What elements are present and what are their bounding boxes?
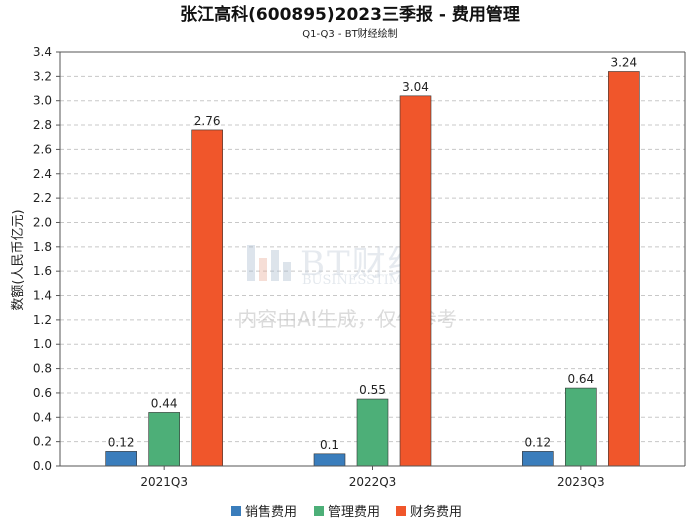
y-tick-label: 2.2 — [33, 191, 52, 205]
bar-1-2021Q3 — [105, 451, 137, 467]
bar-1-2022Q3 — [313, 453, 346, 467]
y-tick-label: 2.0 — [33, 215, 52, 229]
bar-2-2023Q3 — [565, 387, 597, 467]
y-tick-label: 3.4 — [33, 45, 52, 59]
legend: 销售费用 管理费用 财务费用 — [231, 504, 462, 520]
legend-label: 财务费用 — [410, 504, 462, 520]
data-label: 0.12 — [108, 435, 135, 449]
y-tick-label: 1.8 — [33, 240, 52, 254]
legend-swatch — [314, 506, 324, 516]
y-tick-label: 1.6 — [33, 264, 52, 278]
x-tick-label: 2022Q3 — [349, 475, 397, 489]
bar-2-2022Q3 — [356, 398, 389, 467]
data-label: 0.44 — [151, 396, 178, 410]
y-tick-label: 0.0 — [33, 459, 52, 473]
bars — [105, 71, 640, 467]
data-label: 0.64 — [567, 372, 594, 386]
y-tick-label: 3.2 — [33, 69, 52, 83]
bar-1-2023Q3 — [522, 451, 554, 467]
y-axis-ticks: 0.0 0.2 0.4 0.6 0.8 1.0 1.2 1.4 1.6 1.8 2.0 2.2 2.4 2… — [33, 45, 60, 473]
data-label: 0.12 — [524, 435, 551, 449]
y-tick-label: 2.4 — [33, 167, 52, 181]
data-label: 0.55 — [359, 383, 386, 397]
y-tick-label: 1.4 — [33, 289, 52, 303]
y-tick-label: 0.2 — [33, 435, 52, 449]
legend-swatch — [396, 506, 406, 516]
chart-title: 张江高科(600895)2023三季报 - 费用管理 — [180, 4, 520, 25]
y-tick-label: 0.4 — [33, 410, 52, 424]
data-labels: 0.12 0.44 2.76 0.1 0.55 3.04 0.12 0.64 3.24 — [108, 55, 637, 451]
y-tick-label: 0.6 — [33, 386, 52, 400]
bar-3-2021Q3 — [191, 129, 223, 467]
y-tick-label: 2.8 — [33, 118, 52, 132]
y-tick-label: 1.0 — [33, 337, 52, 351]
data-label: 3.04 — [402, 80, 429, 94]
data-label: 2.76 — [194, 114, 221, 128]
watermark-logo-icon — [247, 245, 291, 281]
x-axis-ticks: 2021Q3 2022Q3 2023Q3 — [140, 466, 605, 489]
legend-label: 销售费用 — [245, 504, 297, 520]
data-label: 3.24 — [610, 55, 637, 69]
bar-2-2021Q3 — [148, 412, 180, 467]
y-tick-label: 2.6 — [33, 142, 52, 156]
y-tick-label: 0.8 — [33, 362, 52, 376]
legend-label: 管理费用 — [328, 505, 380, 520]
y-axis-label: 数额(人民币亿元) — [11, 209, 26, 310]
chart-subtitle: Q1-Q3 - BT财经绘制 — [302, 27, 397, 40]
x-tick-label: 2023Q3 — [557, 475, 605, 489]
bar-3-2023Q3 — [608, 71, 640, 467]
legend-swatch — [231, 506, 241, 516]
y-tick-label: 3.0 — [33, 94, 52, 108]
y-tick-label: 1.2 — [33, 313, 52, 327]
watermark-brand-en: BUSINESSTIMES — [302, 273, 421, 288]
bar-3-2022Q3 — [399, 95, 432, 467]
x-tick-label: 2021Q3 — [140, 475, 188, 489]
data-label: 0.1 — [320, 438, 339, 452]
